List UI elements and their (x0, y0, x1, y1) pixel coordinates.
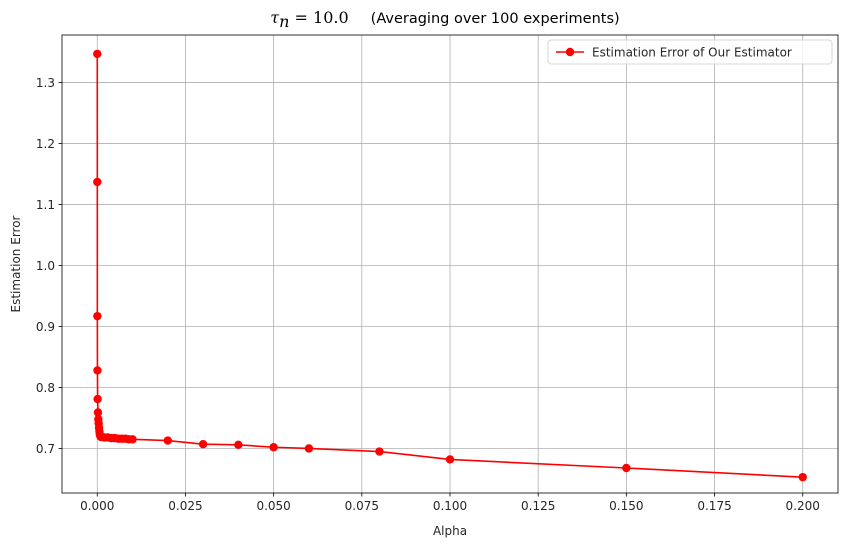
data-point (93, 177, 102, 187)
x-axis-ticks: 0.000 0.025 0.050 0.075 0.100 0.125 0.150 0.175… (80, 493, 820, 513)
legend-marker-swatch (565, 47, 575, 57)
data-point (234, 440, 243, 450)
data-point (269, 443, 278, 452)
x-tick-label: 0.050 (256, 499, 290, 513)
x-tick-label: 0.150 (609, 499, 643, 513)
title-math-subscript: n (279, 12, 289, 31)
title-math-symbol: τ (270, 8, 280, 27)
x-tick-label: 0.175 (697, 499, 731, 513)
data-point (163, 436, 173, 445)
data-point (93, 394, 102, 404)
y-tick-label: 1.2 (36, 137, 55, 151)
data-point (622, 463, 631, 473)
data-point (93, 49, 102, 59)
data-point (445, 455, 455, 464)
x-tick-label: 0.100 (433, 499, 467, 513)
data-point (93, 366, 102, 375)
data-point (798, 472, 807, 482)
x-tick-label: 0.000 (80, 499, 114, 513)
legend-entry-label: Estimation Error of Our Estimator (592, 45, 792, 59)
grid (62, 35, 838, 493)
data-point (128, 435, 137, 444)
y-tick-label: 1.0 (36, 259, 55, 273)
x-axis-label: Alpha (433, 524, 467, 538)
title-text: (Averaging over 100 experiments) (371, 11, 620, 27)
y-tick-label: 0.7 (36, 442, 55, 456)
series-layer (93, 49, 807, 482)
x-tick-label: 0.200 (786, 499, 820, 513)
chart-title: τn = 10.0 (Averaging over 100 experiments… (270, 8, 619, 31)
legend: Estimation Error of Our Estimator (547, 39, 833, 65)
x-tick-label: 0.075 (345, 499, 379, 513)
y-tick-label: 1.3 (36, 76, 55, 90)
data-point (304, 444, 314, 453)
data-point (198, 440, 208, 449)
data-point (93, 408, 103, 417)
data-point (375, 447, 384, 456)
x-tick-label: 0.125 (521, 499, 555, 513)
y-tick-label: 0.8 (36, 381, 55, 395)
title-math-rest: = 10.0 (289, 8, 348, 27)
y-axis-label: Estimation Error (9, 215, 23, 312)
legend-box (547, 39, 833, 65)
data-point (93, 311, 102, 321)
y-tick-label: 1.1 (36, 198, 55, 212)
y-tick-label: 0.9 (36, 320, 55, 334)
y-axis-ticks: 0.7 0.8 0.9 1.0 1.1 1.2 1.3 (36, 76, 62, 456)
x-tick-label: 0.025 (168, 499, 202, 513)
